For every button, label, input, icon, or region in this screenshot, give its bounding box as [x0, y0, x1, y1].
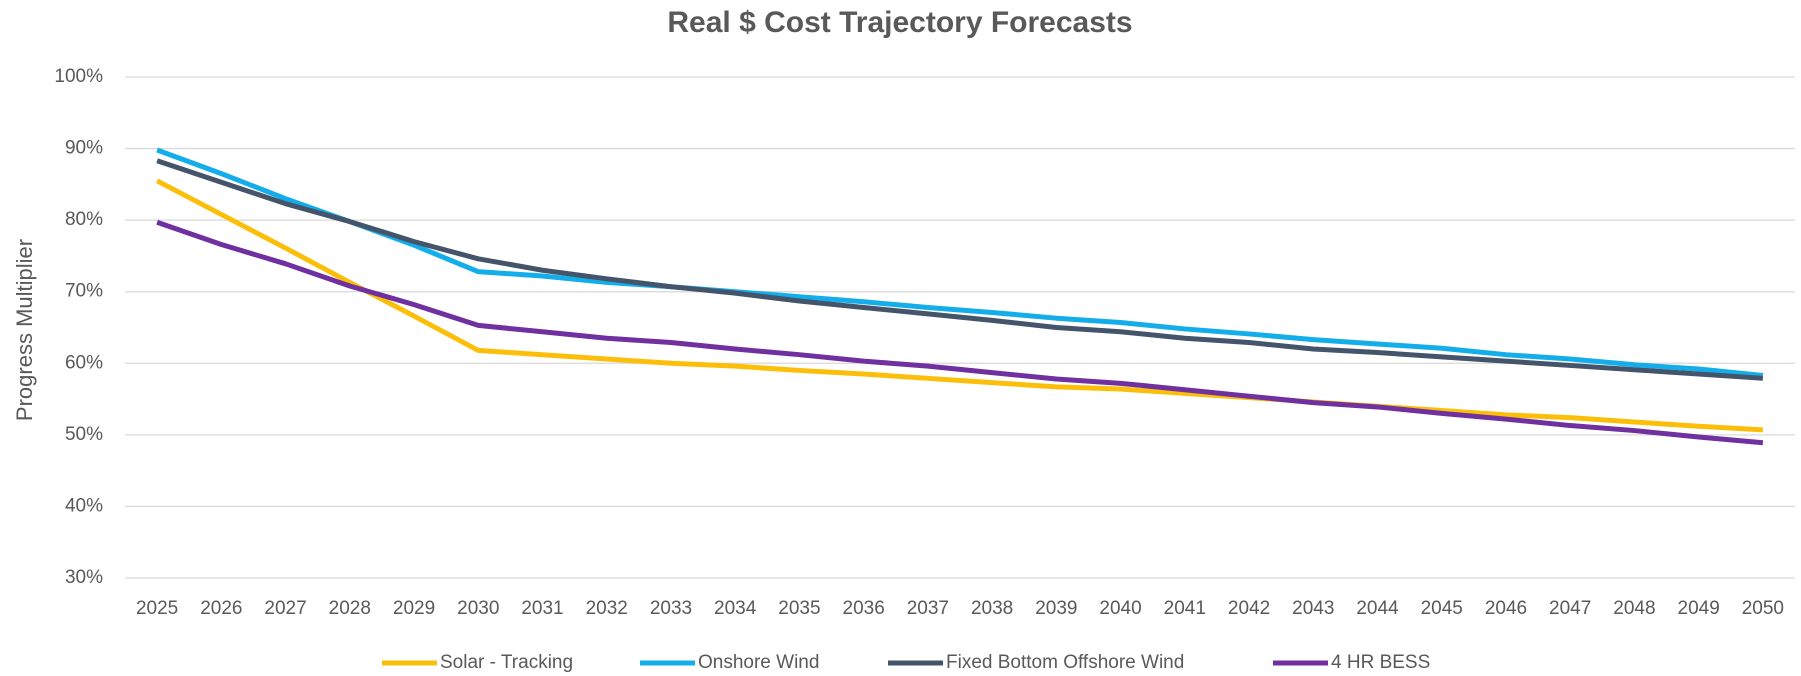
- y-axis-title: Progress Multiplier: [12, 239, 37, 421]
- y-tick-label: 30%: [65, 567, 103, 588]
- x-tick-label: 2035: [778, 598, 820, 619]
- x-tick-label: 2029: [393, 598, 435, 619]
- series-line: [156, 219, 1764, 446]
- y-tick-label: 80%: [65, 209, 103, 230]
- legend-label: Fixed Bottom Offshore Wind: [946, 652, 1184, 673]
- x-tick-label: 2026: [200, 598, 242, 619]
- x-tick-label: 2047: [1549, 598, 1591, 619]
- x-tick-label: 2025: [136, 598, 178, 619]
- series-line: [156, 158, 1764, 381]
- x-tick-label: 2042: [1228, 598, 1270, 619]
- x-tick-label: 2045: [1421, 598, 1463, 619]
- series-line: [156, 147, 1764, 378]
- legend-label: Solar - Tracking: [440, 652, 573, 673]
- series-line: [155, 178, 1764, 433]
- x-tick-label: 2028: [329, 598, 371, 619]
- x-tick-label: 2039: [1035, 598, 1077, 619]
- x-tick-label: 2027: [264, 598, 306, 619]
- x-tick-label: 2043: [1292, 598, 1334, 619]
- y-tick-label: 40%: [65, 495, 103, 516]
- y-tick-label: 90%: [65, 138, 103, 159]
- x-tick-label: 2032: [586, 598, 628, 619]
- y-tick-label: 60%: [65, 352, 103, 373]
- x-tick-label: 2040: [1099, 598, 1141, 619]
- x-tick-label: 2041: [1164, 598, 1206, 619]
- y-tick-label: 100%: [54, 66, 103, 87]
- x-tick-label: 2034: [714, 598, 757, 619]
- y-tick-label: 70%: [65, 281, 103, 302]
- x-tick-label: 2031: [521, 598, 563, 619]
- x-tick-label: 2030: [457, 598, 499, 619]
- x-tick-label: 2049: [1678, 598, 1720, 619]
- x-tick-label: 2044: [1356, 598, 1399, 619]
- y-tick-label: 50%: [65, 424, 103, 445]
- x-tick-label: 2050: [1742, 598, 1784, 619]
- x-tick-label: 2037: [907, 598, 949, 619]
- x-tick-label: 2046: [1485, 598, 1527, 619]
- legend-label: 4 HR BESS: [1331, 652, 1430, 673]
- legend-label: Onshore Wind: [698, 652, 819, 673]
- x-tick-label: 2038: [971, 598, 1013, 619]
- chart-title: Real $ Cost Trajectory Forecasts: [667, 6, 1132, 39]
- x-tick-label: 2036: [843, 598, 885, 619]
- x-tick-label: 2048: [1613, 598, 1655, 619]
- x-tick-label: 2033: [650, 598, 692, 619]
